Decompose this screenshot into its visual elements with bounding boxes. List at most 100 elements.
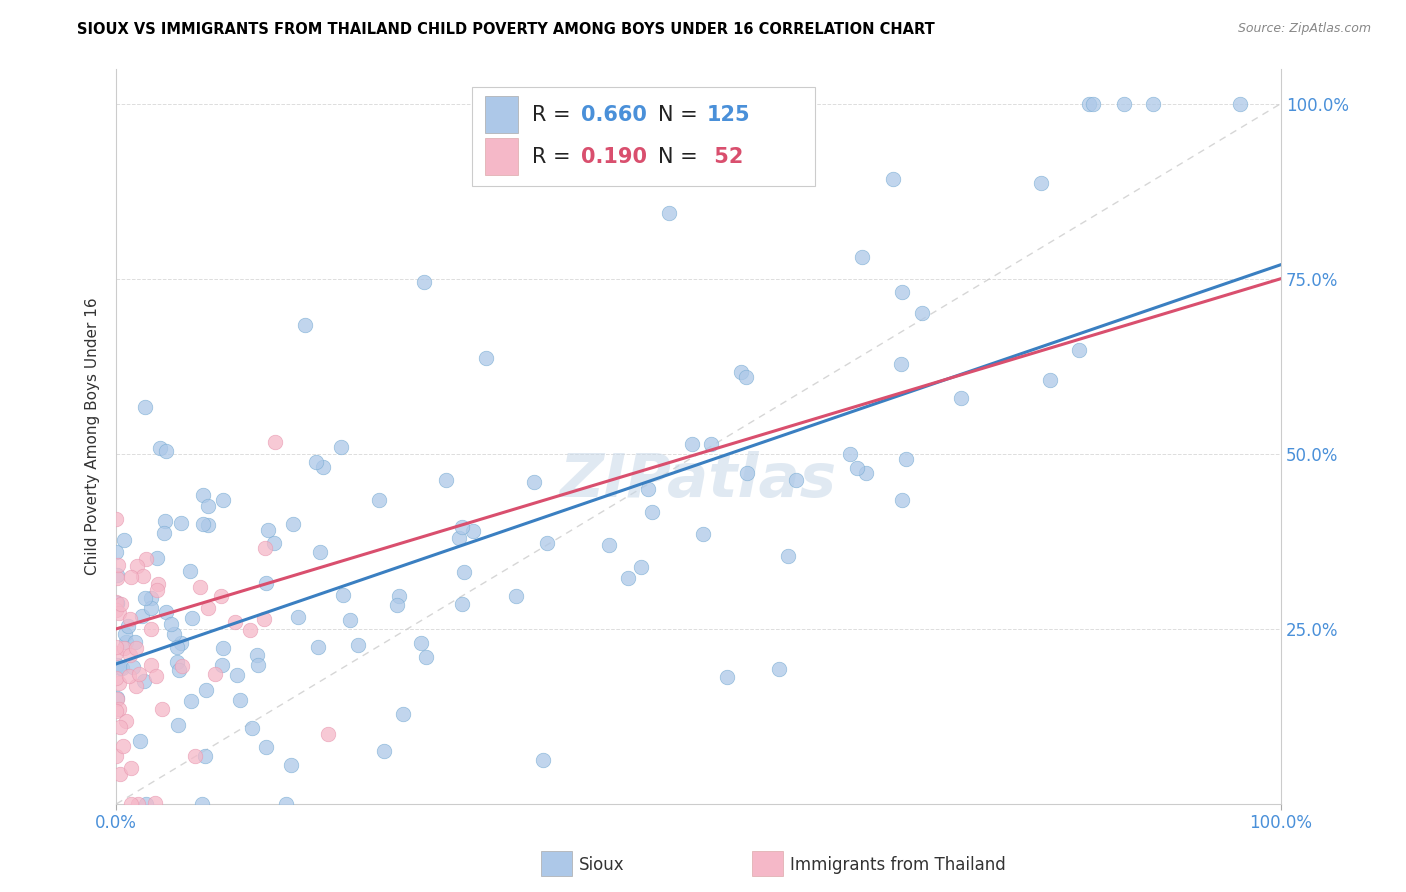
Point bbox=[105, 596, 128, 610]
Point bbox=[169, 663, 191, 677]
Point bbox=[735, 370, 758, 384]
Point bbox=[211, 640, 233, 655]
Point bbox=[911, 306, 934, 320]
Point bbox=[411, 635, 433, 649]
Point bbox=[347, 638, 370, 652]
Point bbox=[120, 761, 142, 775]
Point bbox=[692, 526, 714, 541]
Point bbox=[134, 673, 156, 688]
Point bbox=[641, 504, 664, 518]
Point bbox=[730, 365, 752, 379]
Point bbox=[453, 565, 475, 579]
Point bbox=[890, 285, 912, 299]
Text: 125: 125 bbox=[707, 105, 751, 125]
Point bbox=[211, 657, 233, 672]
Point bbox=[882, 172, 904, 186]
Point bbox=[450, 597, 472, 611]
Point bbox=[846, 460, 869, 475]
Point bbox=[735, 466, 758, 480]
Point bbox=[263, 434, 285, 449]
Point bbox=[141, 591, 163, 606]
Point bbox=[170, 659, 193, 673]
Point bbox=[120, 797, 142, 811]
Point bbox=[851, 250, 873, 264]
Point bbox=[332, 588, 354, 602]
Point bbox=[107, 606, 129, 620]
Point bbox=[254, 541, 277, 555]
Point bbox=[112, 640, 135, 655]
Point bbox=[118, 648, 141, 662]
Point bbox=[373, 744, 395, 758]
Point bbox=[110, 597, 132, 611]
Point bbox=[531, 753, 554, 767]
Point bbox=[105, 595, 128, 609]
Text: Source: ZipAtlas.com: Source: ZipAtlas.com bbox=[1237, 22, 1371, 36]
Point bbox=[367, 493, 389, 508]
Point bbox=[160, 617, 183, 632]
Point bbox=[153, 514, 176, 528]
Point bbox=[146, 551, 169, 566]
Text: N =: N = bbox=[658, 105, 704, 125]
Text: Sioux: Sioux bbox=[579, 856, 624, 874]
Text: N =: N = bbox=[658, 147, 704, 167]
Point bbox=[415, 650, 437, 665]
Point bbox=[170, 516, 193, 530]
Point bbox=[105, 691, 128, 706]
Point bbox=[700, 437, 723, 451]
Point bbox=[330, 440, 353, 454]
Point bbox=[105, 704, 128, 718]
Point bbox=[155, 443, 177, 458]
Point bbox=[254, 739, 277, 754]
Point bbox=[110, 767, 132, 781]
Point bbox=[305, 455, 328, 469]
Point bbox=[197, 601, 219, 615]
Point bbox=[434, 473, 457, 487]
Point bbox=[108, 675, 131, 690]
Point bbox=[413, 275, 436, 289]
Point bbox=[263, 535, 285, 549]
Point bbox=[257, 523, 280, 537]
Text: ZIPatlas: ZIPatlas bbox=[560, 450, 837, 510]
Point bbox=[108, 661, 131, 675]
Point bbox=[193, 517, 215, 532]
Point bbox=[181, 611, 204, 625]
Point bbox=[245, 648, 267, 662]
Point bbox=[1112, 96, 1135, 111]
Text: 0.660: 0.660 bbox=[581, 105, 647, 125]
Text: 0.190: 0.190 bbox=[581, 147, 647, 167]
Point bbox=[105, 603, 128, 617]
Point bbox=[287, 610, 309, 624]
Point bbox=[166, 640, 188, 654]
Point bbox=[276, 797, 298, 811]
Point bbox=[180, 694, 202, 708]
Point bbox=[115, 714, 138, 728]
Point bbox=[785, 473, 807, 487]
Point bbox=[128, 666, 150, 681]
Text: SIOUX VS IMMIGRANTS FROM THAILAND CHILD POVERTY AMONG BOYS UNDER 16 CORRELATION : SIOUX VS IMMIGRANTS FROM THAILAND CHILD … bbox=[77, 22, 935, 37]
Point bbox=[536, 536, 558, 550]
Point bbox=[167, 718, 190, 732]
Point bbox=[170, 635, 193, 649]
Bar bbox=[485, 96, 517, 133]
Point bbox=[194, 748, 217, 763]
Point bbox=[155, 606, 177, 620]
Text: 52: 52 bbox=[707, 147, 744, 167]
Point bbox=[505, 589, 527, 603]
Point bbox=[461, 524, 484, 538]
Point bbox=[209, 589, 232, 603]
Bar bbox=[485, 138, 517, 175]
FancyBboxPatch shape bbox=[471, 87, 815, 186]
Point bbox=[141, 622, 163, 636]
Point bbox=[281, 516, 304, 531]
Point bbox=[617, 571, 640, 585]
Point bbox=[114, 635, 136, 649]
Point bbox=[107, 558, 129, 573]
Point bbox=[253, 612, 276, 626]
Point bbox=[134, 591, 156, 606]
Point bbox=[598, 537, 620, 551]
Point bbox=[475, 351, 498, 366]
Point bbox=[117, 618, 139, 632]
Point bbox=[179, 565, 201, 579]
Point bbox=[110, 721, 132, 735]
Point bbox=[150, 701, 173, 715]
